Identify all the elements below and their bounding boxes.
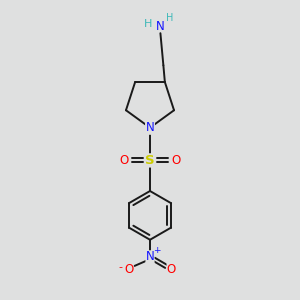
Text: O: O	[171, 154, 181, 167]
Text: O: O	[124, 263, 133, 276]
Text: N: N	[146, 250, 154, 263]
Text: O: O	[167, 263, 176, 276]
Text: S: S	[145, 154, 155, 167]
Text: N: N	[156, 20, 165, 33]
Text: H: H	[144, 19, 152, 29]
Text: +: +	[153, 246, 160, 255]
Text: O: O	[119, 154, 129, 167]
Text: -: -	[118, 262, 122, 272]
Text: H: H	[166, 13, 173, 23]
Text: N: N	[146, 121, 154, 134]
